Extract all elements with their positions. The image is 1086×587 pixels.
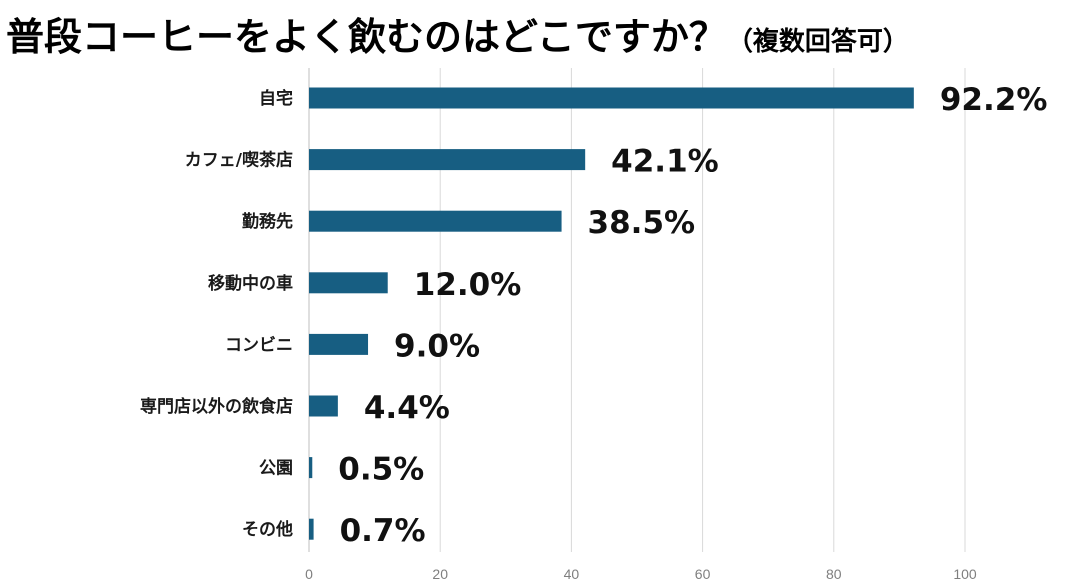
- value-label-2: 38.5%: [588, 205, 696, 241]
- x-tick-label-2: 40: [564, 566, 580, 582]
- category-label-4: コンビニ: [225, 335, 293, 355]
- x-tick-label-5: 100: [953, 566, 977, 582]
- bar-4: [309, 333, 369, 355]
- value-label-1: 42.1%: [611, 144, 719, 180]
- category-label-6: 公園: [259, 459, 293, 479]
- bar-6: [309, 457, 313, 479]
- x-tick-label-0: 0: [305, 566, 313, 582]
- bar-3: [309, 272, 388, 294]
- category-label-3: 移動中の車: [208, 273, 293, 294]
- bar-7: [309, 518, 314, 540]
- chart-title-sub: （複数回答可）: [726, 27, 909, 57]
- bar-0: [309, 87, 914, 109]
- bar-5: [309, 395, 338, 417]
- value-label-0: 92.2%: [940, 82, 1048, 118]
- bars: [309, 87, 914, 540]
- category-label-2: 勤務先: [242, 211, 293, 232]
- category-label-7: その他: [242, 519, 293, 540]
- value-label-6: 0.5%: [338, 452, 424, 488]
- bar-1: [309, 149, 586, 171]
- value-label-7: 0.7%: [340, 513, 426, 549]
- x-tick-label-4: 80: [826, 566, 842, 582]
- value-label-5: 4.4%: [364, 390, 450, 426]
- category-label-0: 自宅: [259, 88, 293, 109]
- chart-title: 普段コーヒーをよく飲むのはどこですか？（複数回答可）: [6, 6, 1082, 66]
- gridlines: [308, 68, 966, 552]
- bar-2: [309, 210, 562, 232]
- value-labels: 92.2% 42.1% 38.5% 12.0% 9.0% 4.4% 0.5% 0.7%: [338, 82, 1047, 549]
- x-tick-label-3: 60: [695, 566, 711, 582]
- x-tick-label-1: 20: [432, 566, 448, 582]
- chart-title-main: 普段コーヒーをよく飲むのはどこですか？: [6, 15, 727, 59]
- value-label-4: 9.0%: [394, 328, 480, 364]
- x-axis-ticks: 0 20 40 60 80 100: [305, 566, 977, 582]
- category-label-1: カフェ/喫茶店: [185, 150, 293, 171]
- value-label-3: 12.0%: [414, 267, 522, 303]
- category-label-5: 専門店以外の飲食店: [140, 396, 293, 417]
